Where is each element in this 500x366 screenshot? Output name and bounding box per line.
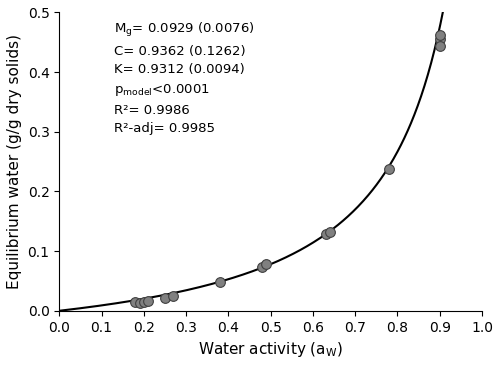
Y-axis label: Equilibrium water (g/g dry solids): Equilibrium water (g/g dry solids) xyxy=(7,34,22,289)
Point xyxy=(385,167,393,172)
Point xyxy=(136,300,143,306)
Point xyxy=(322,231,330,237)
Point xyxy=(132,299,140,305)
Point xyxy=(326,229,334,235)
Point xyxy=(258,264,266,270)
Point xyxy=(144,298,152,303)
Point xyxy=(170,293,177,299)
Point xyxy=(436,32,444,38)
Point xyxy=(262,261,270,267)
Point xyxy=(161,295,169,300)
Point xyxy=(436,44,444,49)
Point xyxy=(216,279,224,285)
X-axis label: Water activity (a$_\mathregular{W}$): Water activity (a$_\mathregular{W}$) xyxy=(198,340,343,359)
Point xyxy=(436,36,444,42)
Text: M$_\mathregular{g}$= 0.0929 (0.0076)
C= 0.9362 (0.1262)
K= 0.9312 (0.0094)
p$_\m: M$_\mathregular{g}$= 0.0929 (0.0076) C= … xyxy=(114,21,255,135)
Point xyxy=(140,299,148,305)
